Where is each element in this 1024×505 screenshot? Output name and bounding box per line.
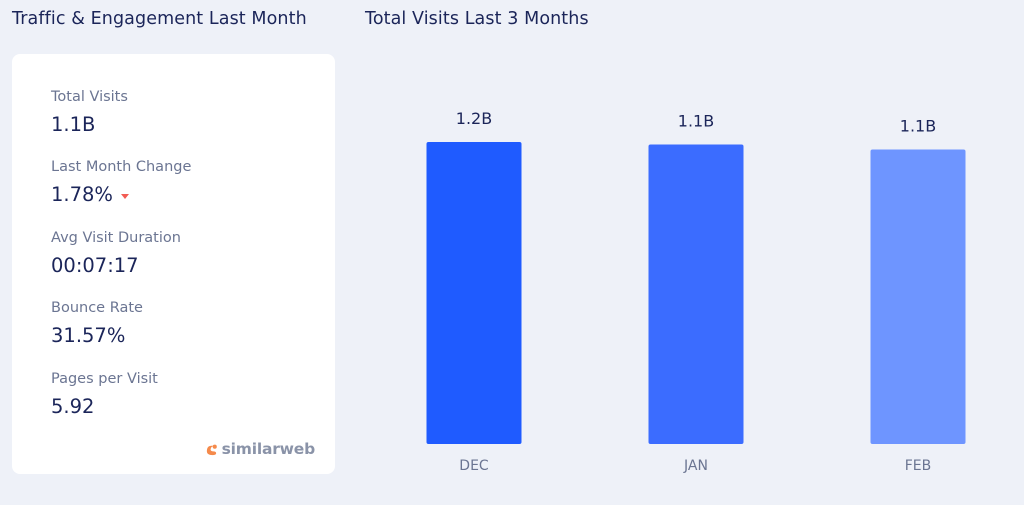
metric-value: 5.92 [51,395,95,418]
x-tick-dec: DEC [459,458,489,474]
metric-value: 1.1B [51,113,96,136]
metric-label: Pages per Visit [51,371,158,387]
metric-label: Bounce Rate [51,300,143,316]
metrics-card: Total Visits 1.1B Last Month Change 1.78… [12,54,335,474]
data-label-dec: 1.2B [456,109,492,128]
similarweb-logo-icon [206,444,217,455]
data-label-feb: 1.1B [900,117,936,136]
metric-bounce-rate: Bounce Rate 31.57% [51,299,143,348]
metric-value: 31.57% [51,324,126,347]
brand-name: similarweb [221,440,316,458]
metric-total-visits: Total Visits 1.1B [51,88,128,137]
metric-value: 00:07:17 [51,254,139,277]
metric-label: Last Month Change [51,159,192,175]
total-visits-chart: 1.2B DEC 1.1B JAN 1.1B FEB [426,109,966,474]
metric-label: Total Visits [51,89,128,105]
bar-dec[interactable] [426,142,522,444]
total-visits-heading: Total Visits Last 3 Months [365,9,589,29]
bar-jan[interactable] [648,144,744,444]
metric-avg-visit-duration: Avg Visit Duration 00:07:17 [51,229,181,278]
traffic-engagement-heading: Traffic & Engagement Last Month [12,9,307,29]
x-tick-feb: FEB [905,458,932,474]
similarweb-logo: similarweb [205,440,315,458]
metric-label: Avg Visit Duration [51,230,181,246]
metric-pages-per-visit: Pages per Visit 5.92 [51,370,158,419]
data-label-jan: 1.1B [678,112,714,131]
metric-last-month-change: Last Month Change 1.78% [51,158,191,207]
bar-feb[interactable] [870,149,966,445]
caret-down-icon [120,193,129,199]
metric-value: 1.78% [51,183,191,207]
x-tick-jan: JAN [683,458,708,474]
